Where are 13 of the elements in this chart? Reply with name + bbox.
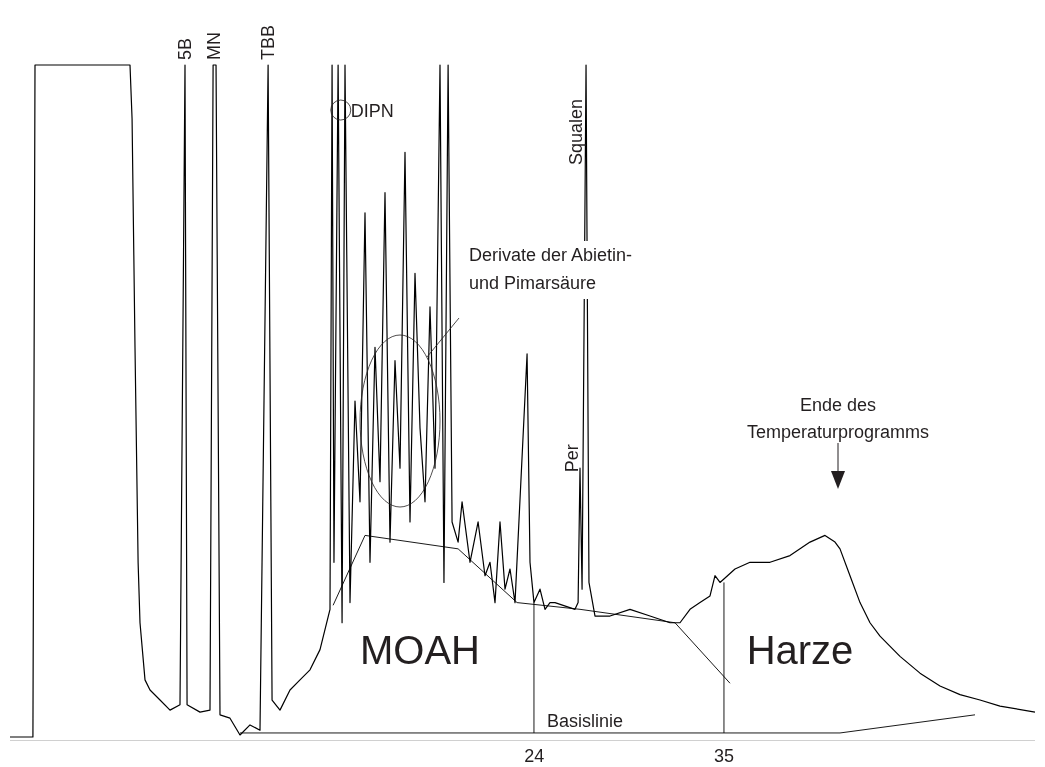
annotation: Harze xyxy=(746,628,854,672)
annotation: DIPN xyxy=(350,101,394,122)
annotation: TBB xyxy=(258,24,279,60)
annotation: MN xyxy=(204,32,225,60)
annotation: Derivate der Abietin- und Pimarsäure xyxy=(469,245,633,293)
annotation: Per xyxy=(562,444,582,473)
x-tick-label: 24 xyxy=(524,746,545,766)
annotation: 5B xyxy=(175,37,195,60)
annotation: Ende des Temperaturprogramms xyxy=(746,395,930,442)
annotation: Basislinie xyxy=(546,711,624,731)
annotation: MOAH xyxy=(360,628,480,672)
annotation: Squalen xyxy=(566,98,587,165)
x-tick-label: 35 xyxy=(713,746,734,766)
